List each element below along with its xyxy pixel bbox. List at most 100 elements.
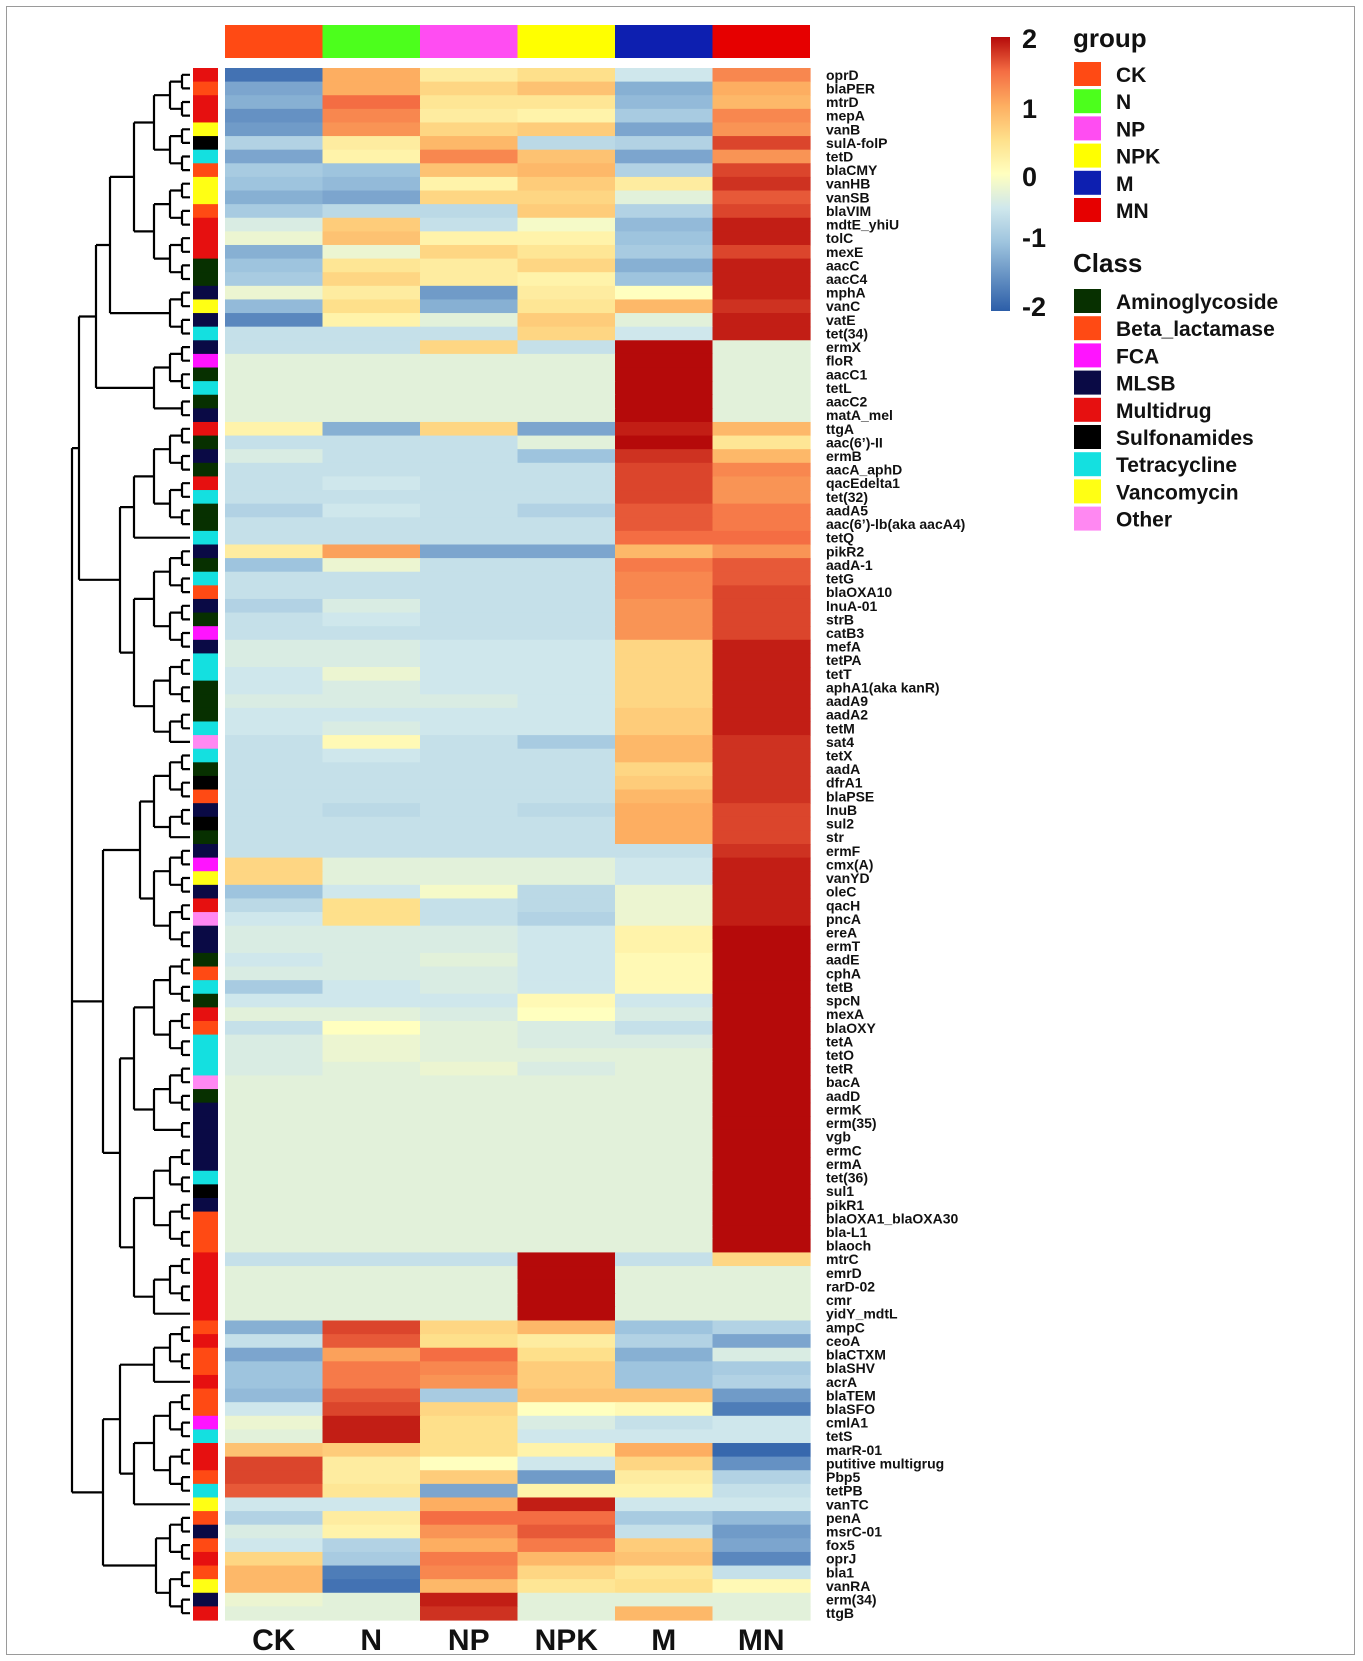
heatmap-cell <box>420 1565 519 1580</box>
heatmap-cell <box>712 748 811 763</box>
heatmap-cell <box>322 844 421 859</box>
column-label: M <box>651 1624 676 1657</box>
heatmap-cell <box>712 1143 811 1158</box>
column-group-cell <box>517 25 615 58</box>
heatmap-cell <box>225 1266 324 1281</box>
row-class-cell <box>193 1374 218 1390</box>
heatmap-cell <box>517 68 616 83</box>
heatmap-cell <box>712 721 811 736</box>
heatmap-cell <box>517 1007 616 1022</box>
row-class-cell <box>193 639 218 655</box>
heatmap-cell <box>420 272 519 287</box>
heatmap-cell <box>225 1415 324 1431</box>
heatmap-cell <box>420 1456 519 1471</box>
heatmap-cell <box>712 1511 811 1526</box>
heatmap-cell <box>225 530 324 546</box>
heatmap-cell <box>712 1293 811 1308</box>
row-class-cell <box>193 980 218 995</box>
heatmap-cell <box>322 81 421 96</box>
heatmap-cell <box>322 217 421 232</box>
heatmap-cell <box>225 1470 324 1485</box>
row-label: mphA <box>826 285 866 301</box>
heatmap-cell <box>225 326 324 341</box>
heatmap-cell <box>322 1157 421 1172</box>
heatmap-cell <box>420 204 519 219</box>
heatmap-cell <box>712 108 811 124</box>
heatmap-cell <box>615 1089 714 1104</box>
row-class-cell <box>193 1320 218 1335</box>
heatmap-cell <box>225 898 324 913</box>
row-label: blaVIM <box>826 203 871 219</box>
heatmap-cell <box>712 1129 811 1145</box>
heatmap-cell <box>615 1483 714 1499</box>
heatmap-cell <box>517 1592 616 1607</box>
heatmap-cell <box>615 680 714 695</box>
row-label: vanYD <box>826 870 870 886</box>
heatmap-cell <box>322 1020 421 1036</box>
heatmap-cell <box>225 1238 324 1254</box>
heatmap-cell <box>225 95 324 110</box>
heatmap-cell <box>517 1538 616 1553</box>
row-class-cell <box>193 381 218 396</box>
heatmap-cell <box>322 244 421 260</box>
heatmap-cell <box>420 1511 519 1526</box>
row-label: matA_mel <box>826 407 893 423</box>
heatmap-cell <box>712 775 811 791</box>
heatmap-cell <box>517 1443 616 1458</box>
row-class-cell <box>193 68 218 83</box>
row-label: aac(6’)-II <box>826 434 883 450</box>
row-class-cell <box>193 707 218 723</box>
heatmap-cell <box>712 667 811 682</box>
heatmap-cell <box>420 1483 519 1499</box>
heatmap-cell <box>615 190 714 205</box>
heatmap-cell <box>712 1320 811 1335</box>
heatmap-cell <box>517 898 616 913</box>
heatmap-cell <box>420 1075 519 1090</box>
heatmap-cell <box>420 912 519 927</box>
heatmap-cell <box>615 1497 714 1512</box>
row-label: rarD-02 <box>826 1278 875 1294</box>
heatmap-cell <box>712 1524 811 1539</box>
heatmap-cell <box>322 95 421 110</box>
heatmap-cell <box>517 1606 616 1621</box>
row-label: tet(32) <box>826 489 868 505</box>
heatmap-cell <box>615 1184 714 1199</box>
row-class-cell <box>193 490 218 505</box>
heatmap-cell <box>712 313 811 328</box>
heatmap-cell <box>615 313 714 328</box>
heatmap-cell <box>420 231 519 246</box>
row-class-cell <box>193 1238 218 1254</box>
heatmap-cell <box>712 1184 811 1199</box>
row-class-cell <box>193 571 218 586</box>
heatmap-cell <box>517 871 616 886</box>
heatmap-cell <box>420 653 519 668</box>
row-label: cmr <box>826 1292 852 1308</box>
row-class-cell <box>193 1293 218 1308</box>
heatmap-cell <box>322 1293 421 1308</box>
heatmap-cell <box>225 1320 324 1335</box>
heatmap-cell <box>712 952 811 968</box>
heatmap-cell <box>322 1538 421 1553</box>
heatmap-cell <box>712 1306 811 1322</box>
heatmap-cell <box>322 1170 421 1185</box>
row-label: ermT <box>826 938 861 954</box>
heatmap-cell <box>712 1020 811 1036</box>
heatmap-cell <box>322 285 421 301</box>
row-label: str <box>826 829 844 845</box>
heatmap-cell <box>615 925 714 940</box>
heatmap-cell <box>322 190 421 205</box>
group-legend-swatch <box>1074 143 1101 168</box>
heatmap-cell <box>517 517 616 532</box>
class-legend-swatch <box>1074 289 1101 313</box>
row-class-cell <box>193 1116 218 1131</box>
row-label: blaSHV <box>826 1360 876 1376</box>
heatmap-cell <box>712 653 811 668</box>
heatmap-cell <box>420 1116 519 1131</box>
heatmap-cell <box>225 1579 324 1594</box>
heatmap-cell <box>517 639 616 655</box>
class-legend-title: Class <box>1073 248 1142 278</box>
heatmap-cell <box>615 598 714 614</box>
heatmap-cell <box>517 285 616 301</box>
heatmap-cell <box>225 244 324 260</box>
heatmap-cell <box>517 1211 616 1226</box>
